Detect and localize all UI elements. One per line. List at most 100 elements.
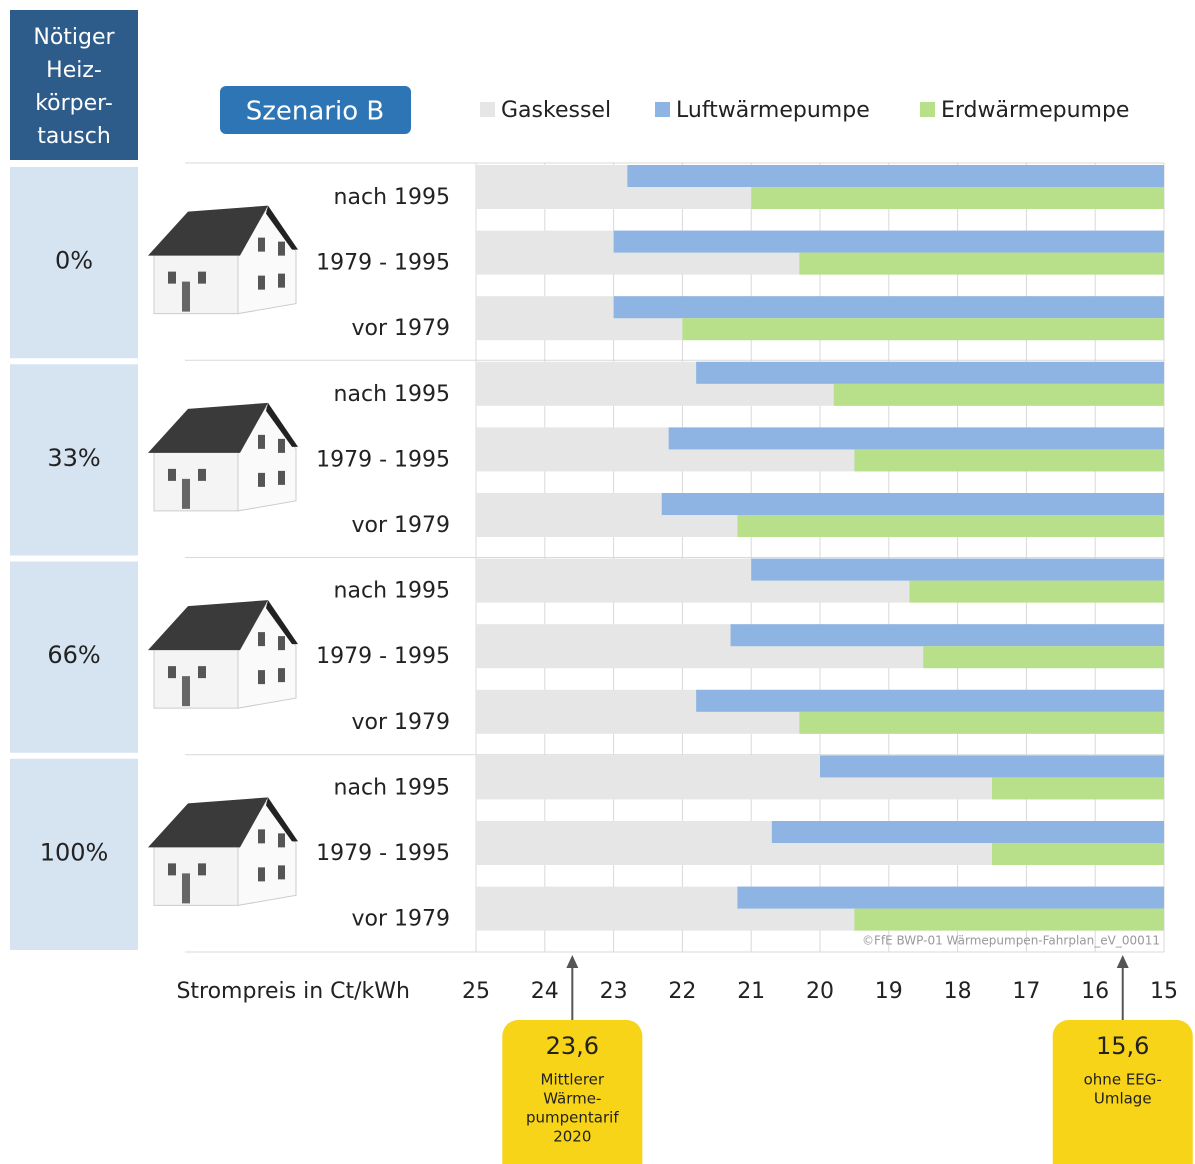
x-tick-label: 18 [944,979,972,1004]
bar [771,821,1164,843]
x-tick-label: 25 [462,979,490,1004]
annotation-text: pumpentarif [526,1109,619,1127]
bar [820,755,1164,778]
bar [909,580,1164,603]
row-label: 1979 - 1995 [316,447,450,472]
x-tick-label: 21 [737,979,765,1004]
legend-label: Gaskessel [501,98,611,123]
house-window [198,468,206,481]
row-label: 1979 - 1995 [316,841,450,866]
house-window [198,666,206,679]
credit: ©FfE BWP-01 Wärmepumpen-Fahrplan_eV_0001… [862,934,1160,948]
house-wall [153,647,239,709]
x-tick-label: 17 [1012,979,1040,1004]
bar [696,361,1164,384]
row-label: vor 1979 [351,907,450,932]
bar [737,515,1164,537]
house [148,797,298,906]
header-line: Heiz- [46,58,102,83]
bar [992,777,1164,800]
group-cell [10,167,138,359]
bar [751,558,1164,581]
house-window [278,636,285,651]
house-window [278,438,285,453]
annotation-box [1052,1020,1193,1164]
legend-swatch [920,102,935,117]
legend-swatch [480,102,495,117]
bar [668,427,1164,450]
house-window [278,470,285,485]
bar [854,449,1164,472]
x-tick-label: 16 [1081,979,1109,1004]
x-tick-label: 22 [668,979,696,1004]
row-label: vor 1979 [351,710,450,735]
row-label: 1979 - 1995 [316,251,450,276]
bar [730,624,1164,647]
row-label: vor 1979 [351,513,450,538]
x-tick-label: 23 [600,979,628,1004]
group-cell [10,561,138,753]
chart-title: Szenario B [246,97,384,127]
house-roof-side [266,402,298,447]
house-window [258,632,265,647]
house-roof [148,797,268,848]
house-door [182,676,190,707]
row-label: 1979 - 1995 [316,644,450,669]
annotation-text: ohne EEG- [1084,1071,1162,1089]
bar [627,165,1164,187]
bar [833,383,1164,406]
row-label: nach 1995 [334,775,450,800]
x-axis-label: Strompreis in Ct/kWh [176,979,410,1004]
annotation-text: 2020 [553,1128,591,1146]
house-roof [148,600,268,651]
bar [799,252,1164,275]
house [148,402,298,512]
header-line: körper- [35,91,113,116]
house-window [258,472,265,487]
x-tick-label: 20 [806,979,834,1004]
house-door [182,873,190,904]
house-window [278,833,285,848]
house-window [168,863,176,876]
house-roof-side [266,205,298,250]
house-roof [148,205,268,256]
house-roof-side [266,600,298,645]
group-label: 66% [47,641,100,669]
bar [682,318,1164,341]
annotation-text: Mittlerer [541,1071,605,1089]
title-box [220,86,411,134]
bar [737,886,1164,909]
annotation-box [502,1020,643,1164]
house-window [258,275,265,290]
group-cell [10,758,138,950]
house-window [278,241,285,256]
house-wall [153,253,239,315]
group-label: 100% [40,838,109,866]
annotation-value: 23,6 [546,1032,599,1060]
house-window [258,829,265,844]
group-label: 0% [55,247,93,275]
house-window [168,468,176,481]
row-label: nach 1995 [334,382,450,407]
x-tick-label: 15 [1150,979,1178,1004]
house-wall [153,844,239,906]
house-window [278,668,285,683]
house-roof-side [266,797,298,842]
house [148,600,298,709]
bar [799,711,1164,734]
row-label: nach 1995 [334,185,450,210]
bar [854,908,1164,931]
bar [661,493,1164,515]
x-tick-label: 24 [531,979,559,1004]
house-window [168,271,176,284]
x-tick-label: 19 [875,979,903,1004]
annotation-text: Umlage [1094,1090,1152,1108]
house-window [278,865,285,880]
row-label: nach 1995 [334,579,450,604]
header-line: tausch [37,124,111,149]
bar [696,689,1164,712]
bar [923,646,1164,669]
house-window [258,434,265,449]
house-window [168,666,176,679]
legend-label: Erdwärmepumpe [941,98,1129,123]
